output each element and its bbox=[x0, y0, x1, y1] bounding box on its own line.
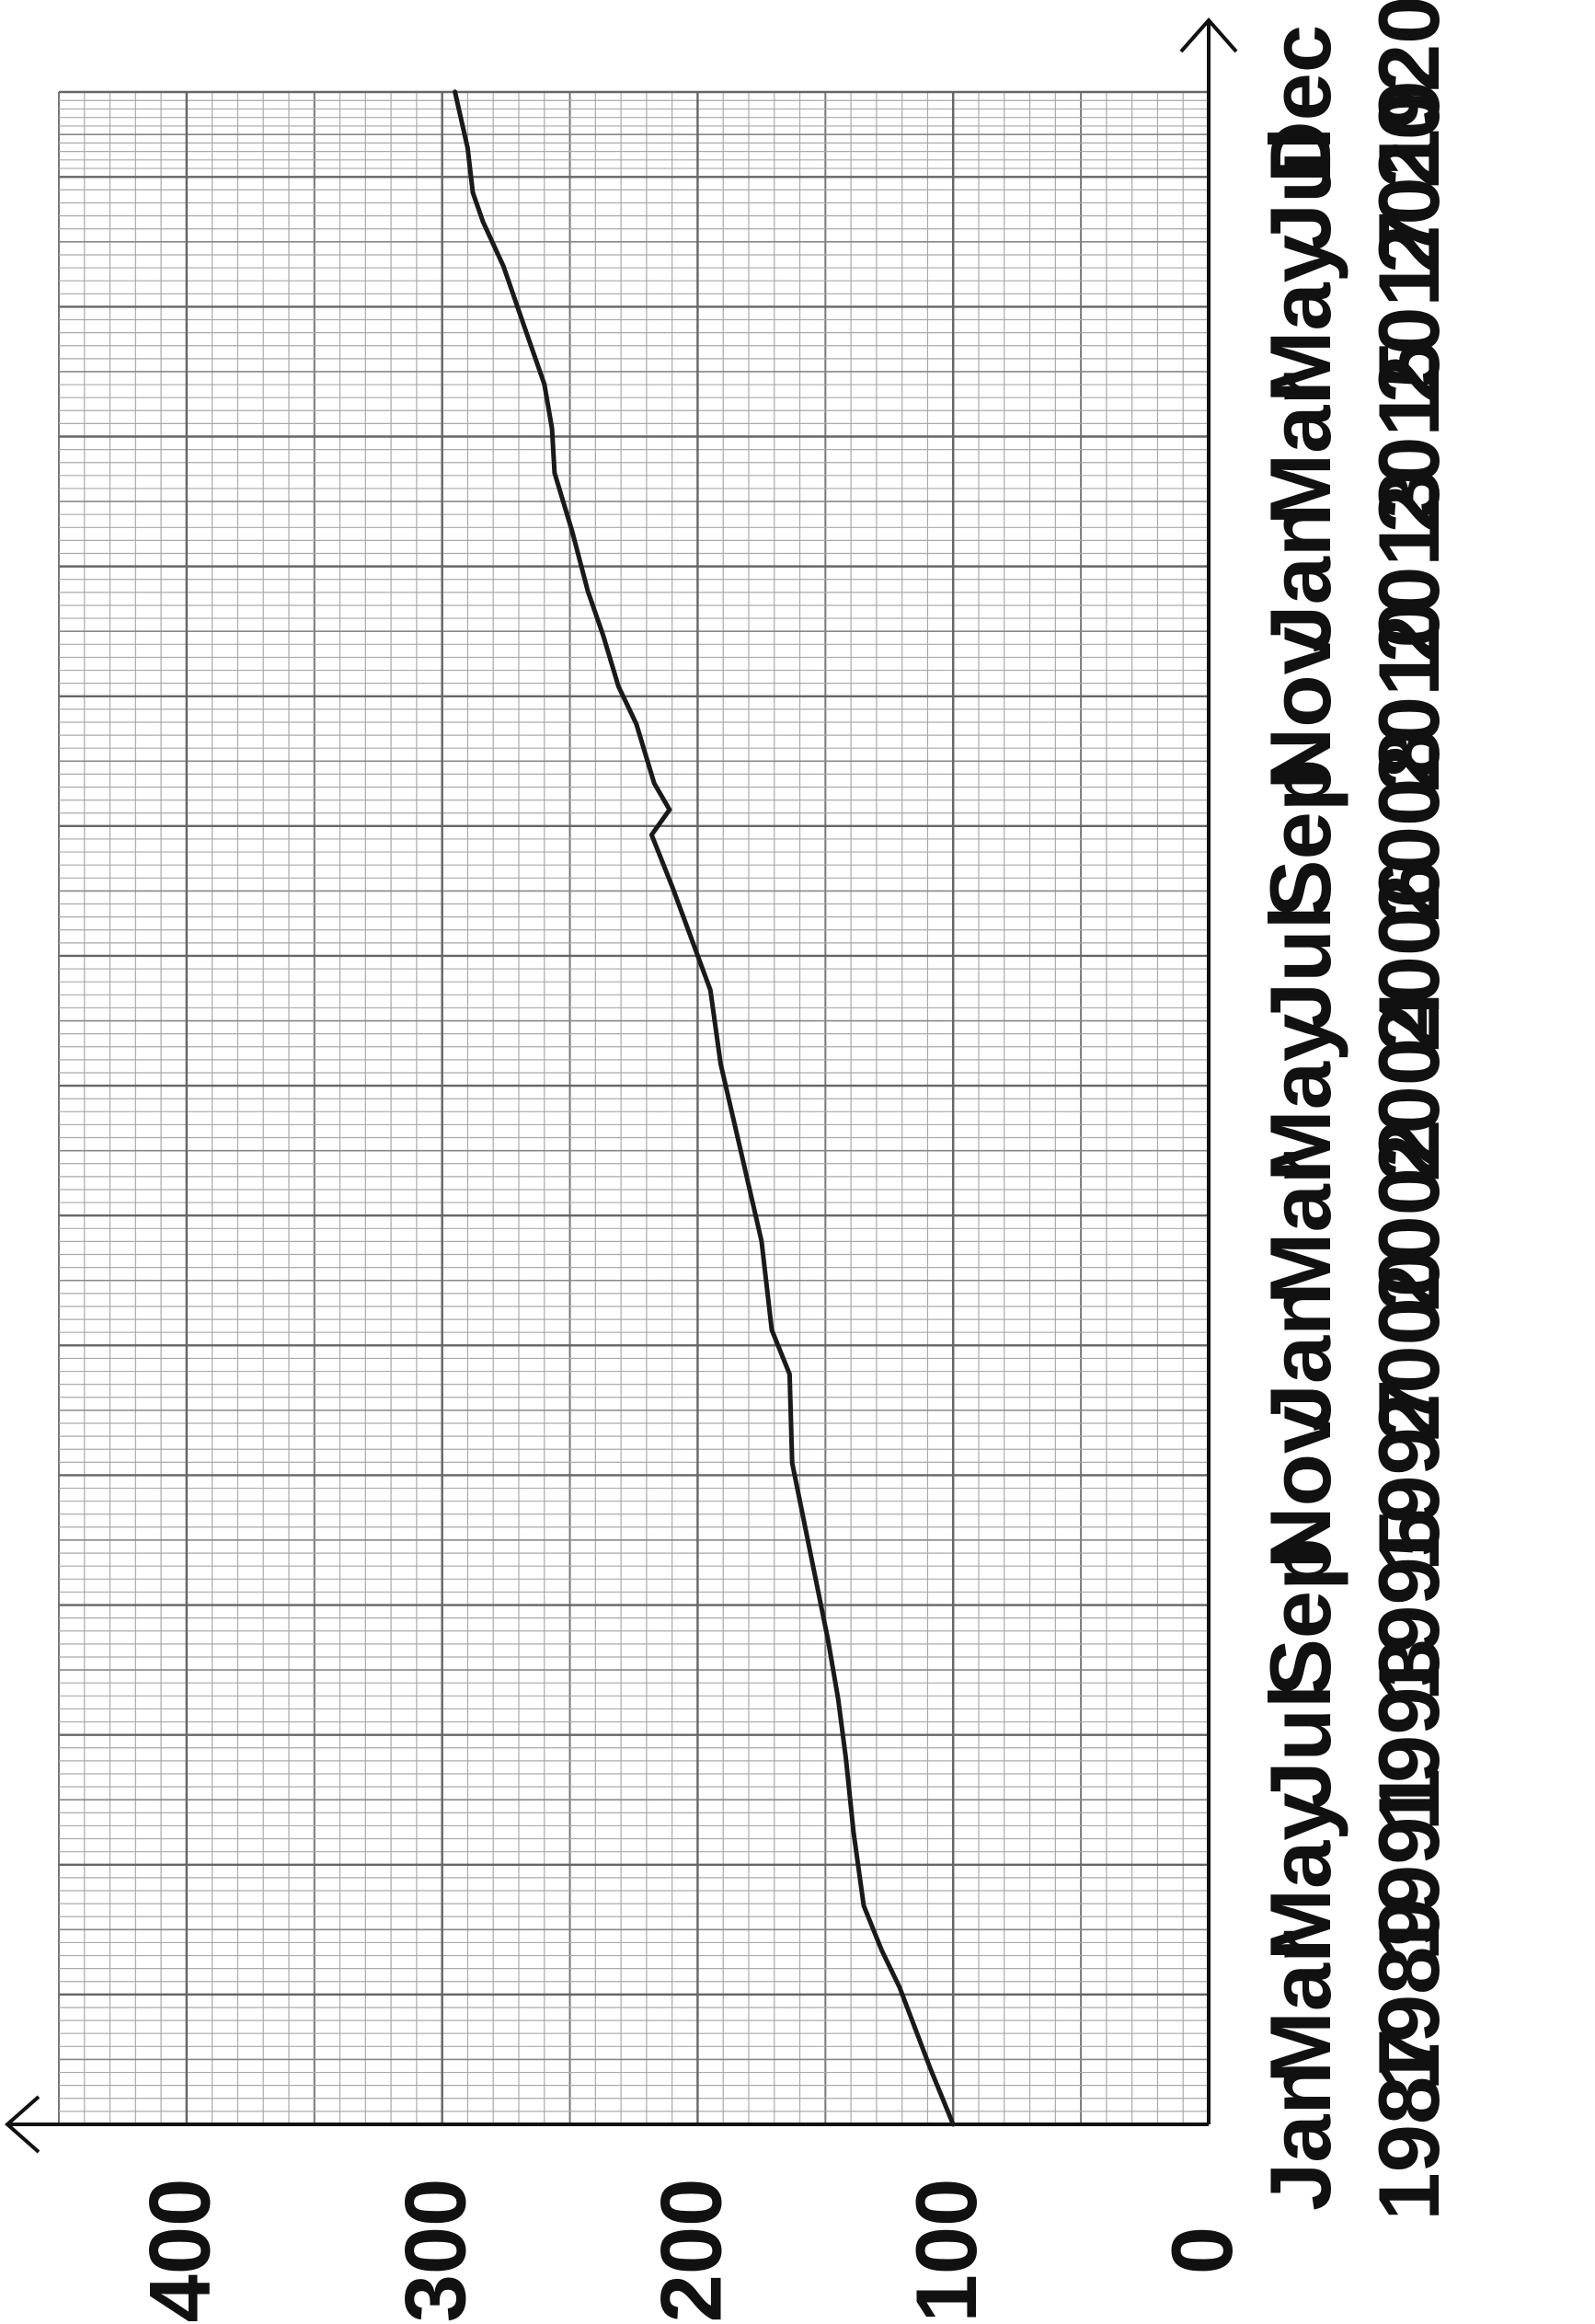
x-tick-label: Mar 2002 bbox=[1252, 1120, 1457, 1312]
x-tick-label: Jul 2019 bbox=[1252, 81, 1457, 273]
x-axis-arrow bbox=[1179, 17, 1238, 53]
x-tick-label: Sep 2008 bbox=[1252, 730, 1457, 922]
x-tick-label: Jul 2006 bbox=[1252, 859, 1457, 1052]
x-tick-label: May 2017 bbox=[1252, 211, 1457, 403]
x-tick-label: Dec 2020 bbox=[1252, 0, 1457, 189]
data-line bbox=[453, 89, 956, 2127]
y-axis-arrow bbox=[4, 2095, 40, 2154]
x-tick-label: May 2004 bbox=[1252, 990, 1457, 1182]
x-tick-label: Mar 1989 bbox=[1252, 1898, 1457, 2090]
x-tick-label: Sep 1995 bbox=[1252, 1509, 1457, 1701]
x-tick-label: Jan 1987 bbox=[1252, 2028, 1457, 2220]
x-tick-label: Jul 1993 bbox=[1252, 1639, 1457, 1831]
y-tick-label: 0 bbox=[1153, 2226, 1250, 2274]
x-tick-label: Mar 2015 bbox=[1252, 340, 1457, 533]
x-tick-label: Nov 2010 bbox=[1252, 600, 1457, 792]
y-tick-label: 200 bbox=[642, 2179, 739, 2323]
y-tick-label: 300 bbox=[386, 2179, 483, 2323]
x-tick-label: Jan 2000 bbox=[1252, 1249, 1457, 1442]
x-tick-label: Nov 1997 bbox=[1252, 1379, 1457, 1571]
y-tick-label: 100 bbox=[898, 2179, 994, 2323]
x-tick-label: Jan 2013 bbox=[1252, 470, 1457, 662]
x-tick-label: May 1991 bbox=[1252, 1768, 1457, 1961]
y-tick-label: 400 bbox=[132, 2179, 228, 2323]
